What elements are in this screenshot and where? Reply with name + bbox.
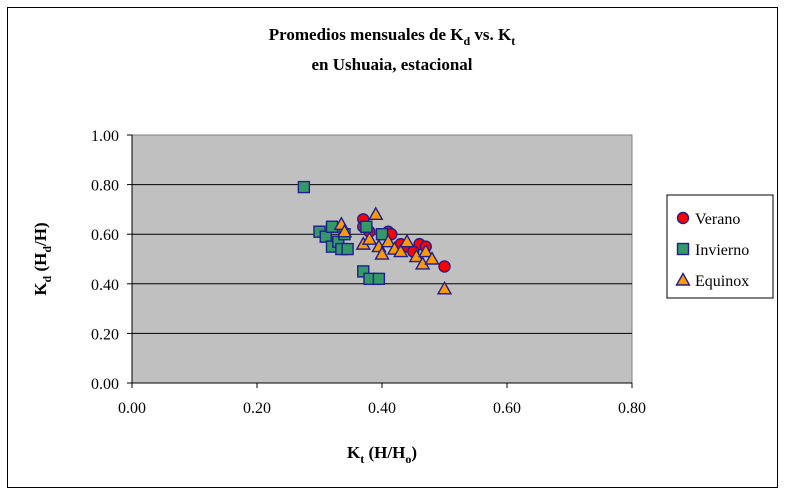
data-point-triangle xyxy=(393,243,409,258)
series-invierno xyxy=(297,180,389,286)
data-point-square xyxy=(372,272,386,286)
data-point-triangle xyxy=(399,233,415,248)
data-point-square xyxy=(375,227,389,241)
legend-marker-invierno xyxy=(676,242,690,256)
x-tick-label: 0.40 xyxy=(368,400,396,417)
data-point-triangle xyxy=(424,251,440,265)
y-tick-label: 0.20 xyxy=(91,326,119,343)
tick-labels: 0.00 0.20 0.40 0.60 0.80 1.00 0.00 0.20 0.40 0.60… xyxy=(91,128,646,417)
data-point-triangle xyxy=(368,206,384,221)
x-tick-label: 0.20 xyxy=(243,400,271,417)
legend-marker-equinox xyxy=(675,272,691,286)
data-point-triangle xyxy=(336,223,353,238)
chart-title-line2: en Ushuaia, estacional xyxy=(311,55,472,74)
chart-title-line1: Promedios mensuales de Kd vs. Kt xyxy=(269,25,516,48)
legend-label-equinox: Equinox xyxy=(695,273,749,290)
data-point-triangle xyxy=(418,243,434,258)
x-axis-label: Kt (H/Ho) xyxy=(347,443,417,466)
y-tick-label: 0.40 xyxy=(91,277,119,294)
y-tick-label: 0.00 xyxy=(91,376,119,393)
data-point-square xyxy=(357,265,370,278)
data-point-square xyxy=(360,220,373,233)
legend-marker-verano xyxy=(676,211,690,225)
data-point-square xyxy=(341,242,354,256)
grid-lines xyxy=(132,184,632,334)
data-point-circle xyxy=(438,260,451,273)
data-point-square xyxy=(319,230,332,243)
y-axis-label: Kd (Hd/H) xyxy=(31,222,54,295)
x-tick-label: 0.00 xyxy=(118,400,146,417)
data-point-triangle xyxy=(361,231,378,245)
data-point-triangle xyxy=(380,233,396,248)
series-equinox xyxy=(333,206,453,295)
data-points xyxy=(297,180,453,295)
legend-label-verano: Verano xyxy=(695,211,740,228)
legend: Verano Invierno Equinox xyxy=(675,211,749,290)
data-point-triangle xyxy=(374,246,390,260)
x-tick-label: 0.60 xyxy=(493,400,521,417)
y-tick-label: 1.00 xyxy=(91,128,119,145)
y-tick-label: 0.60 xyxy=(91,227,119,244)
data-point-triangle xyxy=(436,280,453,295)
legend-label-invierno: Invierno xyxy=(695,242,749,259)
y-tick-label: 0.80 xyxy=(91,178,119,195)
data-point-square xyxy=(297,180,311,194)
x-tick-label: 0.80 xyxy=(618,400,646,417)
axes xyxy=(127,134,633,388)
